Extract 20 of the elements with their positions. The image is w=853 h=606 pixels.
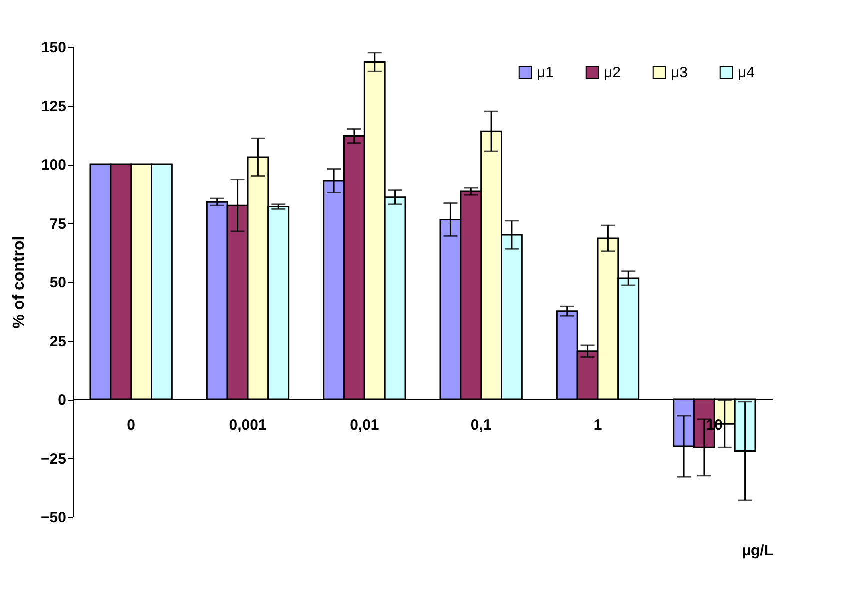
x-tick-label: 0,1 <box>470 417 492 434</box>
y-tick-label: 125 <box>41 98 66 116</box>
legend-label: μ1 <box>537 64 554 82</box>
y-tick-label: 150 <box>41 40 66 56</box>
x-tick-label: 0,01 <box>350 417 380 434</box>
y-tick-label: 0 <box>58 392 66 409</box>
y-tick-label: 75 <box>50 216 66 233</box>
y-tick-label: 50 <box>50 274 66 292</box>
y-tick-label: 25 <box>50 333 66 350</box>
legend-label: μ2 <box>604 64 621 82</box>
y-tick-label: −50 <box>41 510 66 526</box>
legend-label: μ4 <box>738 64 755 82</box>
y-tick-label: 100 <box>41 157 66 174</box>
x-tick-label: 1 <box>594 417 602 434</box>
y-axis-title: % of control <box>11 236 28 329</box>
x-tick-label: 0,001 <box>229 417 267 434</box>
legend-label: μ3 <box>671 64 688 82</box>
x-tick-label: 0 <box>127 417 136 434</box>
x-axis-title: µg/L <box>742 542 774 560</box>
y-tick-label: −25 <box>41 450 66 468</box>
